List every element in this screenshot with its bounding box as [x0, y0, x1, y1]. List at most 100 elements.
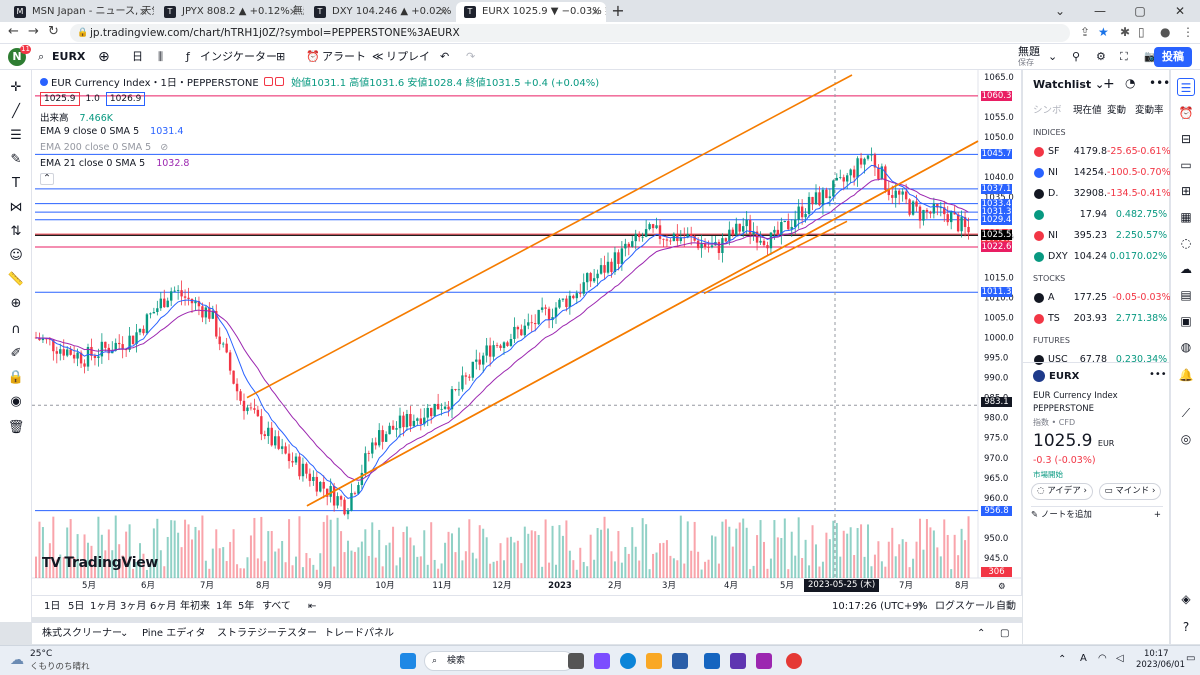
- stream-icon[interactable]: ☁: [1180, 262, 1192, 276]
- eye-icon[interactable]: ◉: [10, 394, 22, 409]
- task-view-icon[interactable]: [568, 653, 584, 669]
- add-symbol-icon[interactable]: +: [1103, 76, 1115, 92]
- zoom-icon[interactable]: ⊕: [10, 296, 22, 311]
- symbol-search[interactable]: EURX: [52, 50, 86, 63]
- edge-icon[interactable]: [620, 653, 636, 669]
- sidebar-icon[interactable]: ▯: [1138, 25, 1145, 39]
- alert-button[interactable]: アラート: [322, 50, 366, 63]
- object-tree-icon[interactable]: ⊟: [1180, 132, 1192, 146]
- chat-icon[interactable]: ▭: [1180, 158, 1192, 172]
- candle-type-icon[interactable]: ⫼: [158, 50, 164, 63]
- col-symbol[interactable]: シンボ: [1033, 105, 1062, 116]
- close-tab-icon[interactable]: ×: [590, 5, 600, 18]
- help-icon[interactable]: ?: [1182, 620, 1190, 634]
- new-tab-button[interactable]: +: [611, 1, 625, 20]
- stay-drawing-icon[interactable]: ✐: [10, 346, 22, 361]
- templates-icon[interactable]: ⊞: [276, 50, 286, 63]
- settings-icon[interactable]: [274, 77, 284, 86]
- close-tab-icon[interactable]: ×: [438, 5, 448, 18]
- col-change[interactable]: 変動: [1107, 105, 1127, 116]
- alarm-clock-icon[interactable]: ⏰: [1178, 106, 1194, 120]
- clock-date[interactable]: 2023/06/01: [1136, 660, 1185, 670]
- pattern-icon[interactable]: ⋈: [9, 200, 23, 215]
- watchlist-section-header[interactable]: INDICES: [1033, 128, 1066, 137]
- taskbar-search-input[interactable]: ⌕ 検索: [424, 651, 574, 671]
- detail-symbol[interactable]: EURX: [1033, 370, 1079, 382]
- price-line-label[interactable]: 1022.6: [981, 241, 1012, 252]
- layout-name[interactable]: 無題: [1018, 45, 1040, 58]
- tab-pine-editor[interactable]: Pine エディタ: [142, 628, 206, 639]
- watchlist-row[interactable]: A 177.25 -0.05 -0.03%: [1023, 288, 1171, 308]
- more-icon[interactable]: •••: [1149, 369, 1167, 380]
- close-tab-icon[interactable]: ×: [138, 5, 148, 18]
- price-line-label[interactable]: 1033.4: [981, 198, 1012, 209]
- podcast-icon[interactable]: ◍: [1180, 340, 1192, 354]
- price-line-label[interactable]: 956.8: [981, 505, 1012, 516]
- ideas-button[interactable]: ◌ アイデア ›: [1031, 483, 1093, 500]
- undo-icon[interactable]: ↶: [440, 50, 450, 63]
- price-line-label[interactable]: 1029.4: [981, 214, 1012, 225]
- reload-icon[interactable]: ↻: [48, 24, 59, 39]
- trash-icon[interactable]: 🗑: [7, 420, 25, 435]
- fullscreen-icon[interactable]: ⛶: [1120, 50, 1128, 63]
- tf-3m[interactable]: 3ヶ月: [120, 601, 147, 612]
- log-scale-toggle[interactable]: ログスケール: [935, 601, 995, 612]
- auto-scale-toggle[interactable]: 自動: [996, 601, 1016, 612]
- tray-chevron-icon[interactable]: ⌃: [1058, 654, 1067, 665]
- tf-all[interactable]: すべて: [262, 601, 291, 612]
- layout-save-label[interactable]: 保存: [1018, 58, 1034, 67]
- gear-icon[interactable]: ⚙: [1096, 50, 1106, 63]
- chevron-up-icon[interactable]: ⌃: [40, 173, 54, 185]
- ime-indicator[interactable]: A: [1080, 653, 1087, 664]
- magnet-icon[interactable]: ∩: [11, 322, 21, 337]
- chart-pane[interactable]: 1065.01055.01050.01040.01035.01025.01015…: [32, 70, 1022, 595]
- eye-off-icon[interactable]: ⊘: [160, 142, 169, 153]
- chevron-down-icon[interactable]: ⌄: [120, 628, 129, 639]
- bid-price[interactable]: 1025.9: [40, 92, 80, 106]
- minimize-icon[interactable]: —: [1094, 4, 1106, 18]
- more-icon[interactable]: •••: [1149, 76, 1171, 90]
- watchlist-row[interactable]: SF 4179.8 -25.65 -0.61%: [1023, 142, 1171, 162]
- price-chart[interactable]: 1065.01055.01050.01040.01035.01025.01015…: [32, 70, 1022, 595]
- replay-button[interactable]: リプレイ: [386, 50, 430, 63]
- clock[interactable]: 10:17:26 (UTC+9): [832, 601, 923, 612]
- url-input[interactable]: 🔒 jp.tradingview.com/chart/hTRH1j0Z/?symb…: [70, 24, 1070, 42]
- price-line-label[interactable]: 1045.7: [981, 149, 1012, 160]
- chart-icon[interactable]: ◔: [1125, 76, 1136, 90]
- watchlist-row[interactable]: NI 395.23 2.25 0.57%: [1023, 226, 1169, 246]
- price-line-label[interactable]: 1031.3: [981, 207, 1012, 218]
- collapse-legend-button[interactable]: ⌃: [40, 173, 54, 185]
- brush-icon[interactable]: ✎: [10, 152, 22, 167]
- fib-icon[interactable]: ☰: [10, 128, 22, 143]
- maximize-panel-icon[interactable]: ▢: [1000, 628, 1010, 639]
- notification-icon[interactable]: 🔔: [1178, 368, 1194, 382]
- profile-icon[interactable]: ●: [1160, 25, 1171, 39]
- watchlist-row[interactable]: 17.94 0.48 2.75%: [1023, 205, 1169, 225]
- watchlist-row[interactable]: TS 203.93 2.77 1.38%: [1023, 309, 1169, 329]
- copilot-icon[interactable]: [730, 653, 746, 669]
- lock-icon[interactable]: 🔒: [7, 370, 25, 385]
- chrome-icon[interactable]: [786, 653, 802, 669]
- date-range-icon[interactable]: ⇤: [308, 601, 317, 612]
- ask-price[interactable]: 1026.9: [105, 92, 146, 106]
- teams-icon[interactable]: [594, 653, 610, 669]
- redo-icon[interactable]: ↷: [466, 50, 476, 63]
- tab-stock-screener[interactable]: 株式スクリーナー: [42, 628, 122, 639]
- weather-desc[interactable]: くもりのち晴れ: [30, 662, 90, 672]
- close-tab-icon[interactable]: ×: [288, 5, 298, 18]
- weather-temp[interactable]: 25°C: [30, 649, 53, 659]
- maximize-icon[interactable]: ▢: [1134, 4, 1146, 18]
- weather-icon[interactable]: ☁: [10, 652, 24, 668]
- app-icon[interactable]: [756, 653, 772, 669]
- calendar-icon[interactable]: ▦: [1180, 210, 1192, 224]
- compare-icon[interactable]: ⊕: [98, 49, 110, 65]
- quick-search-icon[interactable]: ⚲: [1072, 50, 1081, 63]
- eye-icon[interactable]: [263, 77, 273, 86]
- ruler-icon[interactable]: 📏: [7, 272, 25, 287]
- wifi-icon[interactable]: ◠: [1098, 653, 1107, 664]
- extensions-icon[interactable]: ✱: [1120, 25, 1131, 39]
- watchlist-row[interactable]: NI 14254. -100.5 -0.70%: [1023, 163, 1171, 183]
- post-button[interactable]: 投稿: [1154, 47, 1192, 67]
- text-icon[interactable]: T: [12, 176, 20, 191]
